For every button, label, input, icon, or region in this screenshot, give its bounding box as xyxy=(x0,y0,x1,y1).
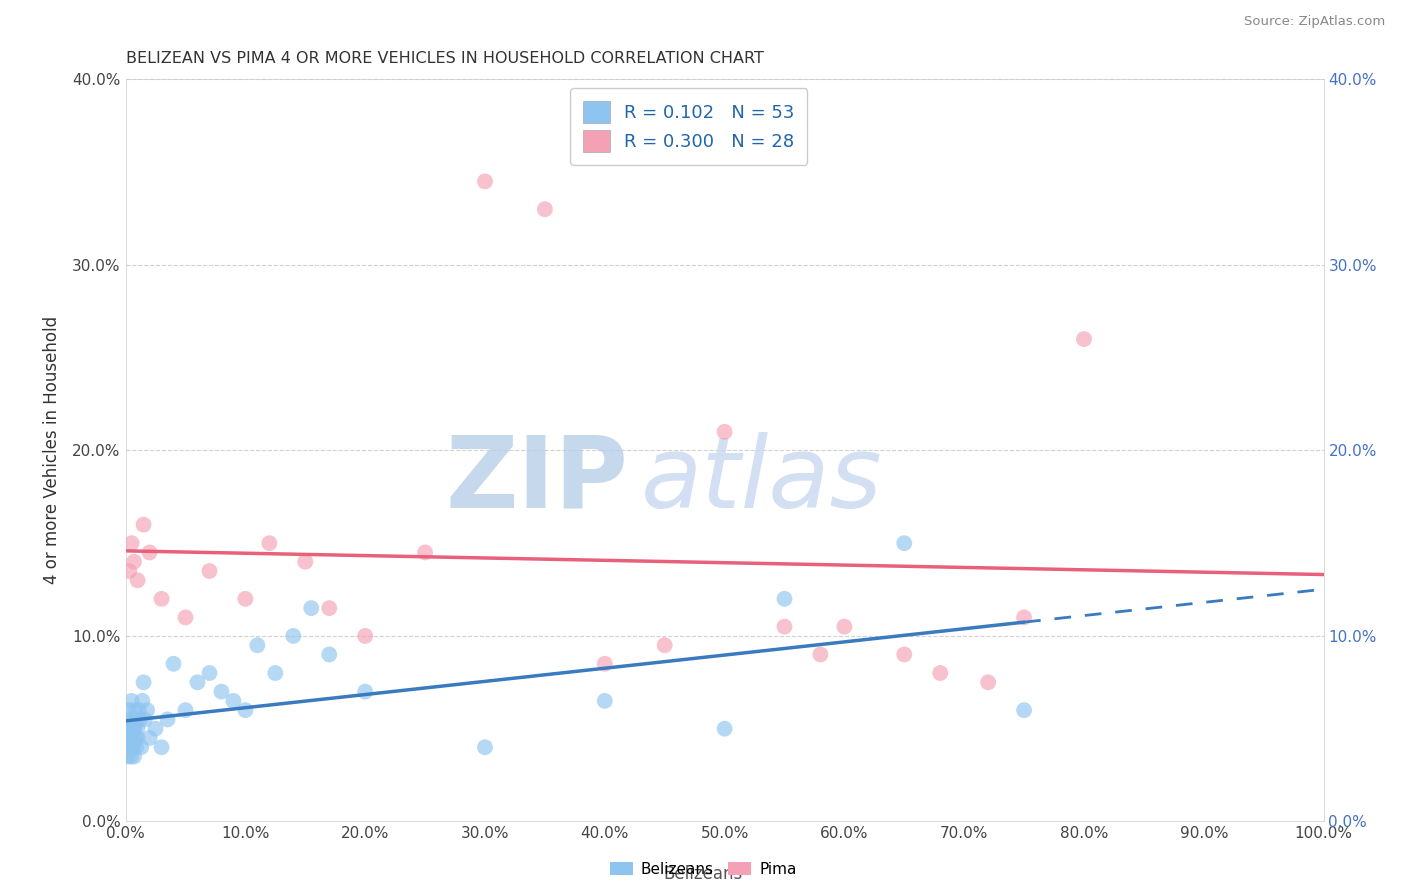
Point xyxy=(131,694,153,708)
Text: Belizeans: Belizeans xyxy=(664,864,742,882)
Legend: Belizeans, Pima: Belizeans, Pima xyxy=(602,854,804,884)
Point xyxy=(138,545,160,559)
Point xyxy=(121,536,143,550)
Point xyxy=(118,564,141,578)
Point xyxy=(120,749,142,764)
Point xyxy=(117,722,139,736)
Text: BELIZEAN VS PIMA 4 OR MORE VEHICLES IN HOUSEHOLD CORRELATION CHART: BELIZEAN VS PIMA 4 OR MORE VEHICLES IN H… xyxy=(125,51,763,66)
Point xyxy=(198,564,221,578)
Point xyxy=(893,536,915,550)
Point xyxy=(174,703,197,717)
Point xyxy=(122,722,145,736)
Point xyxy=(117,749,139,764)
Point xyxy=(977,675,1000,690)
Point xyxy=(121,694,143,708)
Point xyxy=(1012,703,1035,717)
Point xyxy=(145,722,167,736)
Point xyxy=(121,713,143,727)
Point xyxy=(209,684,232,698)
Point xyxy=(259,536,281,550)
Point xyxy=(893,648,915,662)
Point xyxy=(264,666,287,681)
Point xyxy=(354,684,377,698)
Point xyxy=(834,620,856,634)
Point xyxy=(125,740,148,755)
Point xyxy=(136,703,159,717)
Point xyxy=(118,713,141,727)
Point xyxy=(125,713,148,727)
Point xyxy=(127,574,149,588)
Point xyxy=(118,703,141,717)
Point xyxy=(534,202,557,217)
Point xyxy=(810,648,832,662)
Point xyxy=(127,722,149,736)
Y-axis label: 4 or more Vehicles in Household: 4 or more Vehicles in Household xyxy=(44,317,60,584)
Point xyxy=(122,555,145,569)
Point xyxy=(124,703,146,717)
Point xyxy=(246,638,269,652)
Point xyxy=(121,722,143,736)
Text: Source: ZipAtlas.com: Source: ZipAtlas.com xyxy=(1244,15,1385,28)
Point xyxy=(121,740,143,755)
Point xyxy=(150,591,173,606)
Text: atlas: atlas xyxy=(641,432,883,529)
Point xyxy=(235,703,257,717)
Point xyxy=(474,174,496,188)
Point xyxy=(132,517,155,532)
Point xyxy=(474,740,496,755)
Point xyxy=(128,703,150,717)
Point xyxy=(773,591,796,606)
Point xyxy=(713,425,735,439)
Point xyxy=(162,657,184,671)
Point xyxy=(283,629,305,643)
Point xyxy=(120,731,142,745)
Point xyxy=(117,740,139,755)
Point xyxy=(186,675,208,690)
Point xyxy=(124,722,146,736)
Point xyxy=(129,713,152,727)
Point xyxy=(125,731,148,745)
Point xyxy=(121,740,143,755)
Point xyxy=(1012,610,1035,624)
Point xyxy=(299,601,322,615)
Point xyxy=(222,694,245,708)
Point xyxy=(354,629,377,643)
Point xyxy=(235,591,257,606)
Point xyxy=(122,731,145,745)
Point xyxy=(318,648,340,662)
Point xyxy=(174,610,197,624)
Point xyxy=(593,657,616,671)
Point xyxy=(593,694,616,708)
Point xyxy=(198,666,221,681)
Point xyxy=(132,675,155,690)
Point xyxy=(773,620,796,634)
Point xyxy=(127,731,149,745)
Text: ZIP: ZIP xyxy=(446,432,628,529)
Point xyxy=(413,545,436,559)
Point xyxy=(713,722,735,736)
Point xyxy=(138,731,160,745)
Point xyxy=(294,555,316,569)
Point xyxy=(654,638,676,652)
Point xyxy=(318,601,340,615)
Point xyxy=(929,666,952,681)
Point xyxy=(122,749,145,764)
Point xyxy=(129,740,152,755)
Point xyxy=(1073,332,1095,346)
Point xyxy=(115,731,138,745)
Point xyxy=(156,713,179,727)
Point xyxy=(150,740,173,755)
Point xyxy=(134,713,156,727)
Legend: R = 0.102   N = 53, R = 0.300   N = 28: R = 0.102 N = 53, R = 0.300 N = 28 xyxy=(569,88,807,165)
